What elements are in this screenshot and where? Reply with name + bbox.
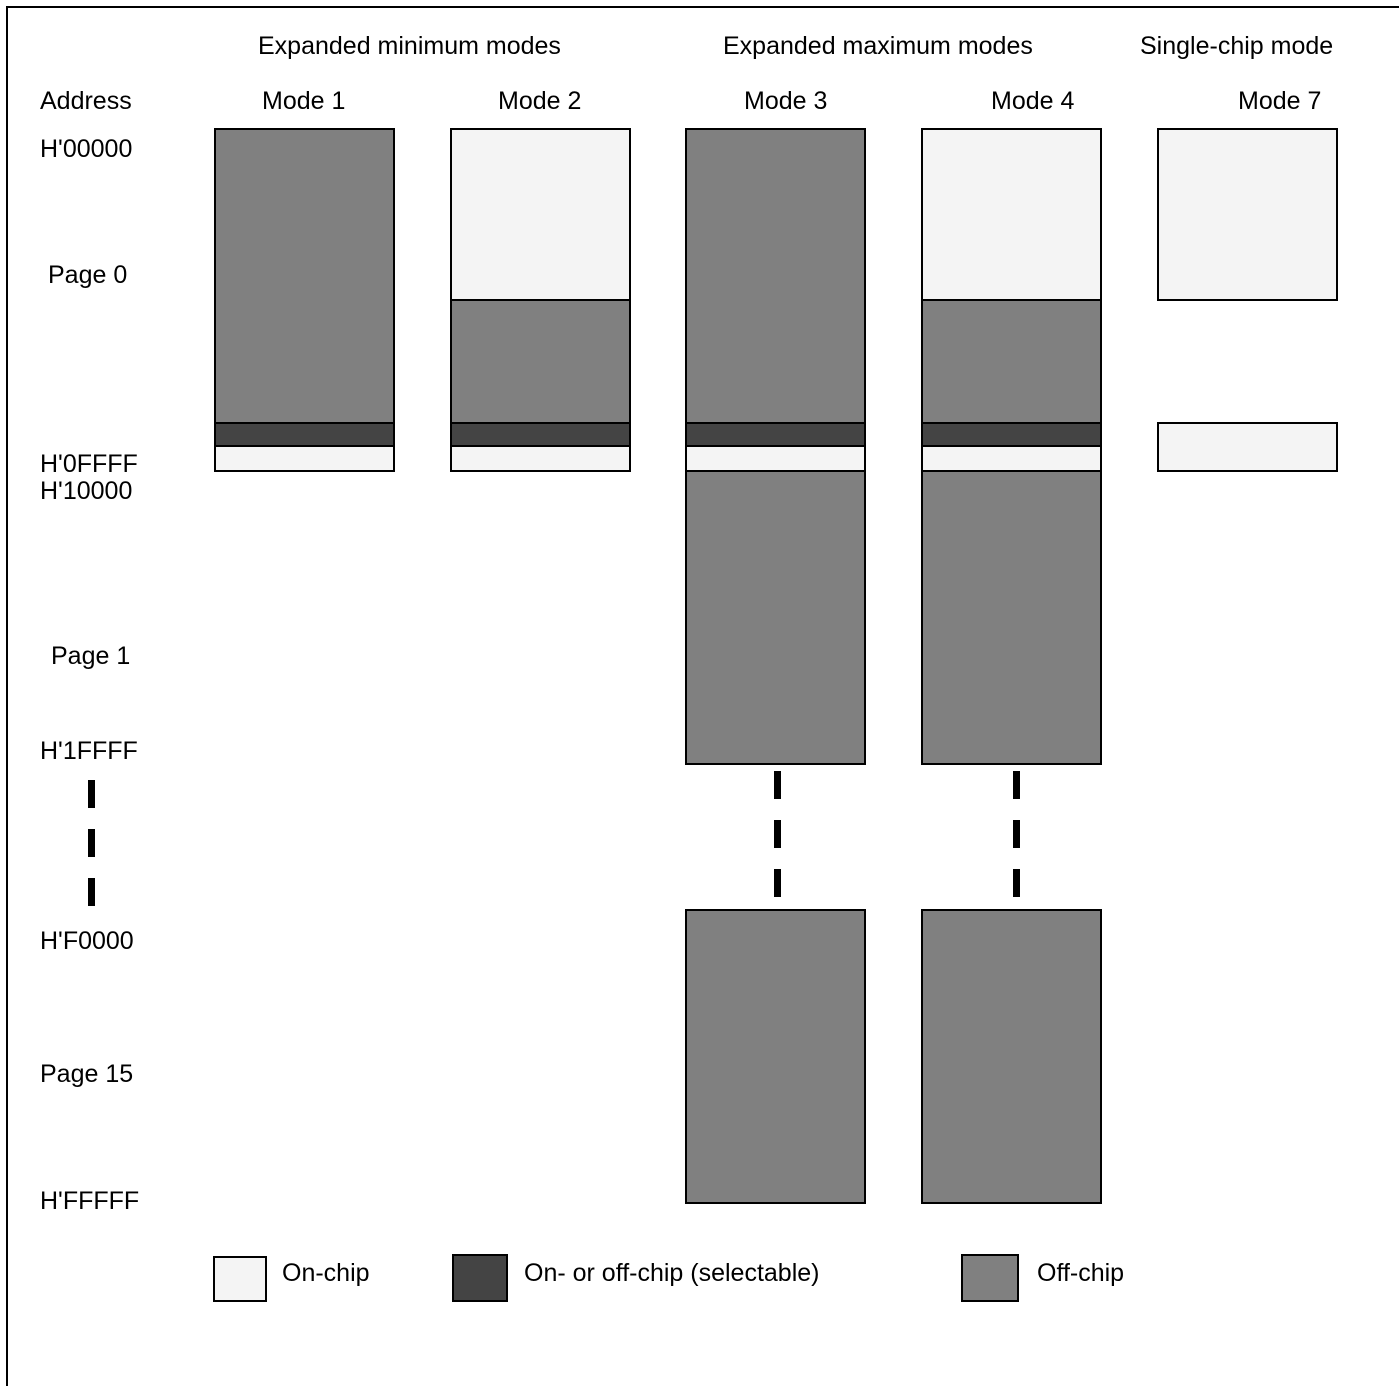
page-label-1: Page 1 <box>51 642 131 670</box>
address-gap-dash <box>88 829 95 857</box>
mode-label-4: Mode 4 <box>991 87 1075 115</box>
mode2-off-chip-block <box>450 299 631 424</box>
mode2-on-chip-block <box>450 128 631 301</box>
mode3-off-chip-block <box>685 128 866 424</box>
mode1-selectable-block <box>214 422 395 447</box>
legend-selectable-label: On- or off-chip (selectable) <box>524 1259 820 1287</box>
mode3-page1-off-chip-block <box>685 470 866 765</box>
mode-label-1: Mode 1 <box>262 87 346 115</box>
address-label-fffff: H'FFFFF <box>40 1187 140 1215</box>
mode4-page1-off-chip-block <box>921 470 1102 765</box>
legend-off-chip-label: Off-chip <box>1037 1259 1125 1287</box>
page-label-15: Page 15 <box>40 1060 134 1088</box>
address-label-0ffff: H'0FFFF <box>40 450 138 478</box>
address-header: Address <box>40 87 132 115</box>
mode7-on-chip-block-low <box>1157 422 1338 472</box>
legend-off-chip-swatch <box>961 1254 1019 1302</box>
mode2-on-chip-block-low <box>450 445 631 472</box>
address-label-f0000: H'F0000 <box>40 927 134 955</box>
mode4-selectable-block <box>921 422 1102 447</box>
mode4-on-chip-block <box>921 128 1102 301</box>
diagram-frame <box>6 6 1399 1386</box>
mode3-gap-dash <box>774 869 781 897</box>
legend-on-chip-swatch <box>213 1256 267 1302</box>
mode3-gap-dash <box>774 820 781 848</box>
address-gap-dash <box>88 780 95 808</box>
group-label-single-chip: Single-chip mode <box>1140 32 1334 60</box>
mode3-page15-off-chip-block <box>685 909 866 1204</box>
group-label-expanded-maximum: Expanded maximum modes <box>723 32 1033 60</box>
address-gap-dash <box>88 878 95 906</box>
mode3-gap-dash <box>774 771 781 799</box>
mode4-on-chip-block-low <box>921 445 1102 472</box>
mode4-page15-off-chip-block <box>921 909 1102 1204</box>
mode7-on-chip-block <box>1157 128 1338 301</box>
mode-label-7: Mode 7 <box>1238 87 1322 115</box>
address-label-10000: H'10000 <box>40 477 133 505</box>
mode4-off-chip-block <box>921 299 1102 424</box>
mode-label-3: Mode 3 <box>744 87 828 115</box>
mode4-gap-dash <box>1013 820 1020 848</box>
page-label-0: Page 0 <box>48 261 128 289</box>
mode1-off-chip-block <box>214 128 395 424</box>
address-label-1ffff: H'1FFFF <box>40 737 138 765</box>
mode1-on-chip-block <box>214 445 395 472</box>
group-label-expanded-minimum: Expanded minimum modes <box>258 32 561 60</box>
legend-on-chip-label: On-chip <box>282 1259 370 1287</box>
legend-selectable-swatch <box>452 1254 508 1302</box>
mode3-selectable-block <box>685 422 866 447</box>
mode-label-2: Mode 2 <box>498 87 582 115</box>
mode4-gap-dash <box>1013 771 1020 799</box>
address-label-00000: H'00000 <box>40 135 133 163</box>
mode2-selectable-block <box>450 422 631 447</box>
mode3-on-chip-block <box>685 445 866 472</box>
mode4-gap-dash <box>1013 869 1020 897</box>
